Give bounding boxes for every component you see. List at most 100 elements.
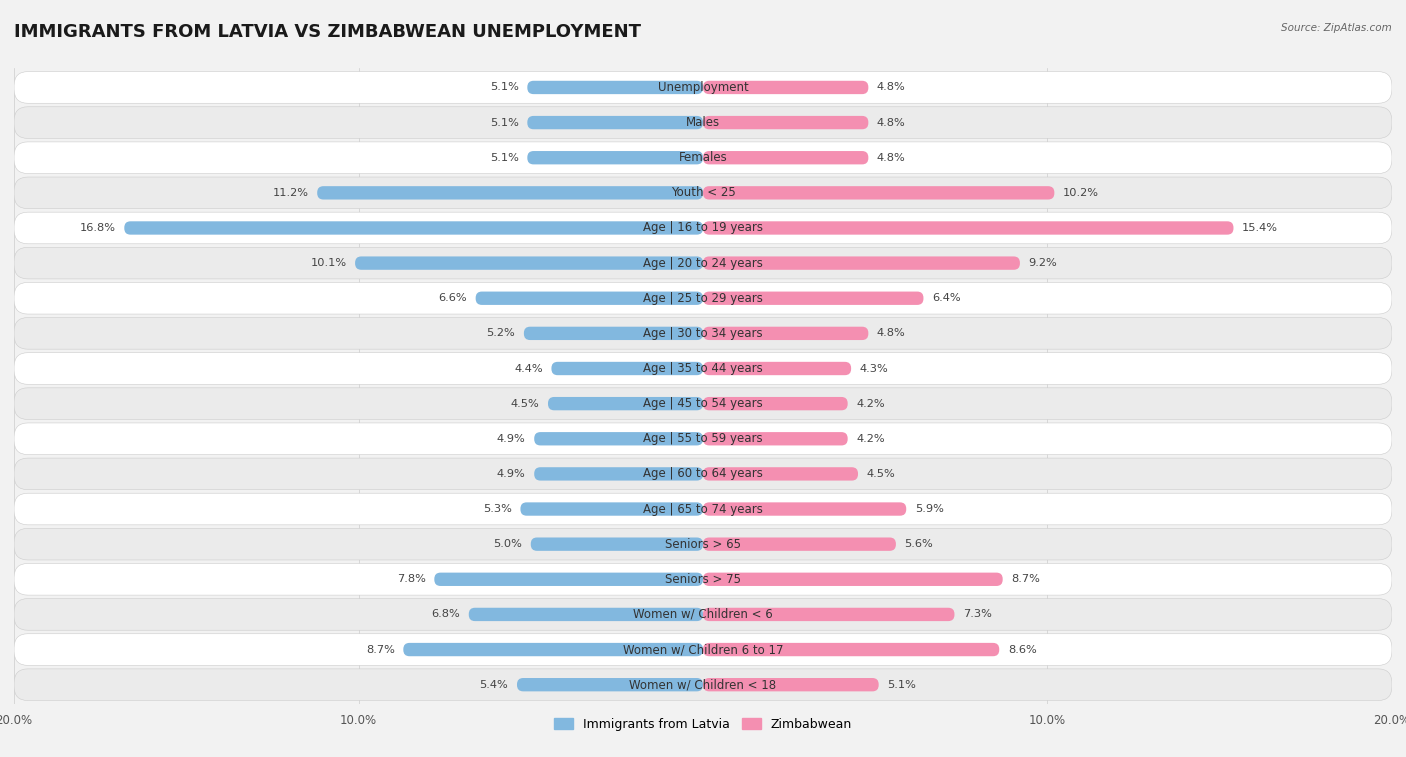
Text: 5.3%: 5.3% xyxy=(482,504,512,514)
Text: 4.3%: 4.3% xyxy=(859,363,889,373)
FancyBboxPatch shape xyxy=(14,634,1392,665)
FancyBboxPatch shape xyxy=(14,248,1392,279)
Text: 5.2%: 5.2% xyxy=(486,329,515,338)
Text: Age | 16 to 19 years: Age | 16 to 19 years xyxy=(643,222,763,235)
Text: 8.7%: 8.7% xyxy=(366,644,395,655)
Text: 4.8%: 4.8% xyxy=(877,83,905,92)
FancyBboxPatch shape xyxy=(527,116,703,129)
FancyBboxPatch shape xyxy=(703,432,848,445)
FancyBboxPatch shape xyxy=(14,599,1392,631)
Text: 7.3%: 7.3% xyxy=(963,609,993,619)
Text: IMMIGRANTS FROM LATVIA VS ZIMBABWEAN UNEMPLOYMENT: IMMIGRANTS FROM LATVIA VS ZIMBABWEAN UNE… xyxy=(14,23,641,41)
Text: 4.8%: 4.8% xyxy=(877,153,905,163)
FancyBboxPatch shape xyxy=(14,494,1392,525)
Text: 4.5%: 4.5% xyxy=(510,399,540,409)
FancyBboxPatch shape xyxy=(703,221,1233,235)
FancyBboxPatch shape xyxy=(703,116,869,129)
Text: 5.1%: 5.1% xyxy=(489,153,519,163)
FancyBboxPatch shape xyxy=(703,608,955,621)
Text: Youth < 25: Youth < 25 xyxy=(671,186,735,199)
Text: 5.0%: 5.0% xyxy=(494,539,522,549)
FancyBboxPatch shape xyxy=(14,72,1392,103)
FancyBboxPatch shape xyxy=(14,142,1392,173)
FancyBboxPatch shape xyxy=(703,572,1002,586)
FancyBboxPatch shape xyxy=(520,503,703,516)
FancyBboxPatch shape xyxy=(703,397,848,410)
FancyBboxPatch shape xyxy=(703,537,896,551)
FancyBboxPatch shape xyxy=(14,423,1392,454)
Text: 10.1%: 10.1% xyxy=(311,258,346,268)
FancyBboxPatch shape xyxy=(14,669,1392,700)
Text: Women w/ Children < 18: Women w/ Children < 18 xyxy=(630,678,776,691)
Text: 11.2%: 11.2% xyxy=(273,188,308,198)
Text: 6.4%: 6.4% xyxy=(932,293,960,304)
Text: Males: Males xyxy=(686,116,720,129)
Text: 4.4%: 4.4% xyxy=(515,363,543,373)
Text: 6.8%: 6.8% xyxy=(432,609,460,619)
Text: 4.9%: 4.9% xyxy=(496,469,526,479)
Text: Unemployment: Unemployment xyxy=(658,81,748,94)
FancyBboxPatch shape xyxy=(14,212,1392,244)
FancyBboxPatch shape xyxy=(356,257,703,269)
FancyBboxPatch shape xyxy=(531,537,703,551)
Text: 4.8%: 4.8% xyxy=(877,117,905,128)
Text: 5.4%: 5.4% xyxy=(479,680,509,690)
Text: 5.6%: 5.6% xyxy=(904,539,934,549)
Text: Seniors > 65: Seniors > 65 xyxy=(665,537,741,550)
Text: 4.9%: 4.9% xyxy=(496,434,526,444)
Text: 10.2%: 10.2% xyxy=(1063,188,1099,198)
FancyBboxPatch shape xyxy=(468,608,703,621)
Text: 5.9%: 5.9% xyxy=(915,504,943,514)
Text: Age | 35 to 44 years: Age | 35 to 44 years xyxy=(643,362,763,375)
FancyBboxPatch shape xyxy=(14,177,1392,209)
FancyBboxPatch shape xyxy=(703,81,869,94)
FancyBboxPatch shape xyxy=(703,362,851,375)
Text: 7.8%: 7.8% xyxy=(396,575,426,584)
FancyBboxPatch shape xyxy=(703,327,869,340)
Text: 15.4%: 15.4% xyxy=(1241,223,1278,233)
FancyBboxPatch shape xyxy=(14,107,1392,139)
FancyBboxPatch shape xyxy=(703,186,1054,200)
Text: Women w/ Children < 6: Women w/ Children < 6 xyxy=(633,608,773,621)
Text: Females: Females xyxy=(679,151,727,164)
FancyBboxPatch shape xyxy=(534,432,703,445)
Text: 9.2%: 9.2% xyxy=(1029,258,1057,268)
Legend: Immigrants from Latvia, Zimbabwean: Immigrants from Latvia, Zimbabwean xyxy=(548,713,858,736)
FancyBboxPatch shape xyxy=(527,151,703,164)
Text: Women w/ Children 6 to 17: Women w/ Children 6 to 17 xyxy=(623,643,783,656)
FancyBboxPatch shape xyxy=(124,221,703,235)
FancyBboxPatch shape xyxy=(14,528,1392,560)
Text: Age | 45 to 54 years: Age | 45 to 54 years xyxy=(643,397,763,410)
FancyBboxPatch shape xyxy=(475,291,703,305)
Text: Age | 55 to 59 years: Age | 55 to 59 years xyxy=(643,432,763,445)
FancyBboxPatch shape xyxy=(703,467,858,481)
FancyBboxPatch shape xyxy=(434,572,703,586)
FancyBboxPatch shape xyxy=(703,291,924,305)
Text: Age | 60 to 64 years: Age | 60 to 64 years xyxy=(643,467,763,481)
Text: 4.5%: 4.5% xyxy=(866,469,896,479)
FancyBboxPatch shape xyxy=(551,362,703,375)
Text: 5.1%: 5.1% xyxy=(489,117,519,128)
FancyBboxPatch shape xyxy=(404,643,703,656)
FancyBboxPatch shape xyxy=(14,563,1392,595)
FancyBboxPatch shape xyxy=(14,388,1392,419)
Text: 6.6%: 6.6% xyxy=(439,293,467,304)
Text: 8.7%: 8.7% xyxy=(1011,575,1040,584)
FancyBboxPatch shape xyxy=(703,257,1019,269)
FancyBboxPatch shape xyxy=(318,186,703,200)
Text: 4.2%: 4.2% xyxy=(856,434,884,444)
Text: 8.6%: 8.6% xyxy=(1008,644,1036,655)
FancyBboxPatch shape xyxy=(703,503,907,516)
FancyBboxPatch shape xyxy=(517,678,703,691)
Text: 5.1%: 5.1% xyxy=(887,680,917,690)
Text: 5.1%: 5.1% xyxy=(489,83,519,92)
FancyBboxPatch shape xyxy=(14,353,1392,385)
FancyBboxPatch shape xyxy=(548,397,703,410)
FancyBboxPatch shape xyxy=(527,81,703,94)
Text: Seniors > 75: Seniors > 75 xyxy=(665,573,741,586)
FancyBboxPatch shape xyxy=(703,678,879,691)
Text: Age | 30 to 34 years: Age | 30 to 34 years xyxy=(643,327,763,340)
Text: Age | 65 to 74 years: Age | 65 to 74 years xyxy=(643,503,763,516)
Text: Age | 20 to 24 years: Age | 20 to 24 years xyxy=(643,257,763,269)
FancyBboxPatch shape xyxy=(703,643,1000,656)
